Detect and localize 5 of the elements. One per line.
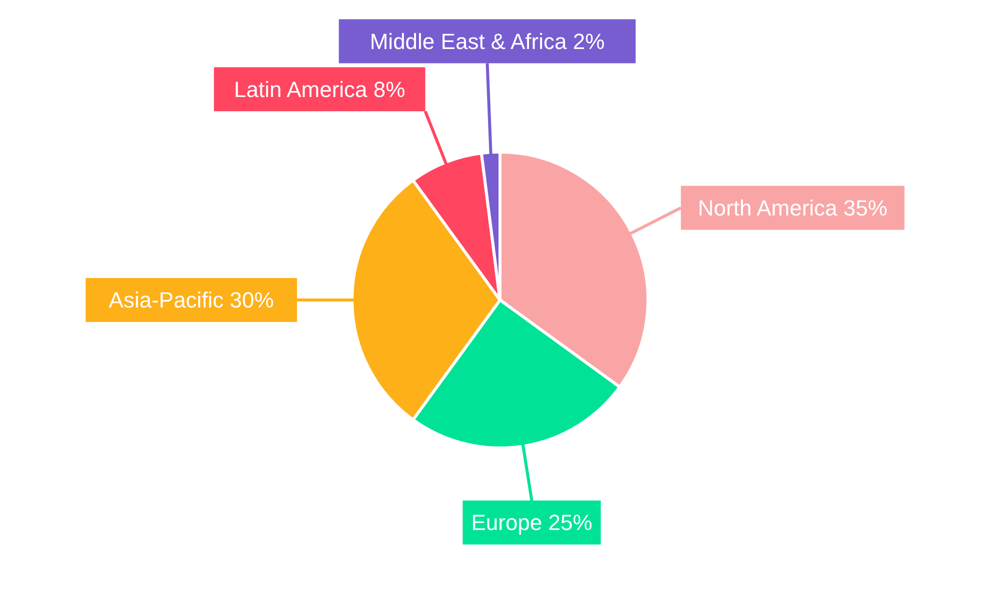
slice-label: Latin America 8%: [234, 76, 406, 102]
slice-label: North America 35%: [698, 195, 888, 220]
slice-label: Middle East & Africa 2%: [370, 28, 605, 54]
slice-label: Europe 25%: [471, 510, 592, 535]
slice-label: Asia-Pacific 30%: [108, 288, 274, 312]
